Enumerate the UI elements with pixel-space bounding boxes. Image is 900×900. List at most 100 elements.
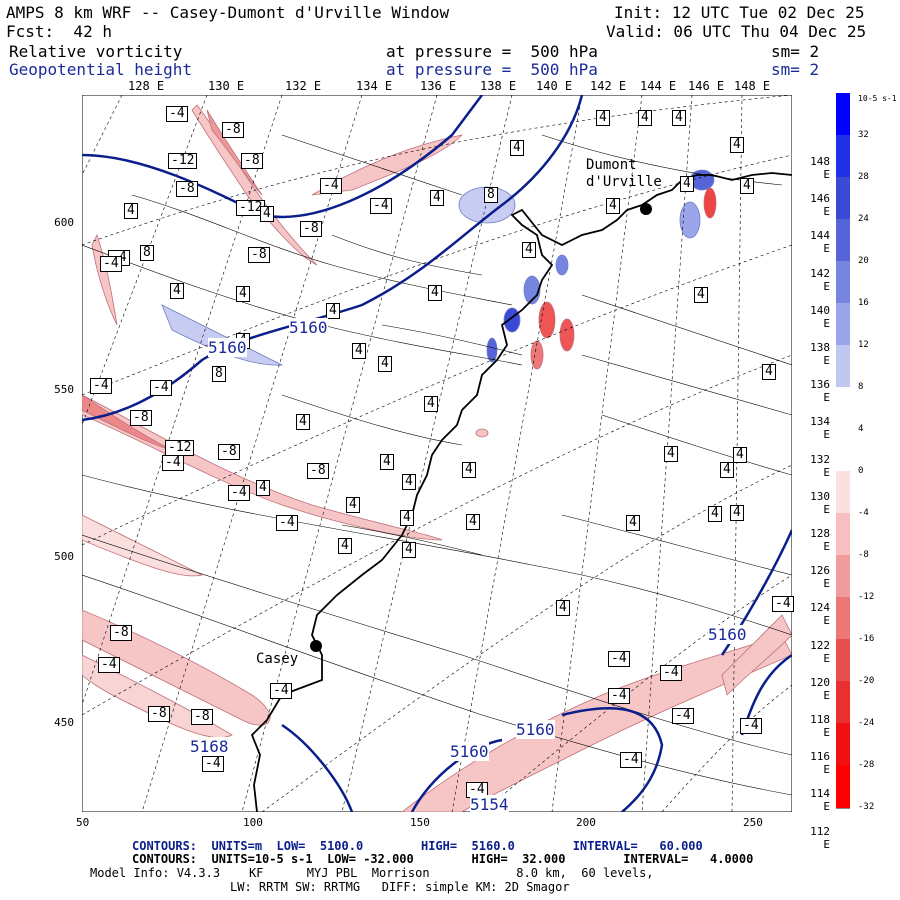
right-longitude-label: 122 E <box>810 638 830 665</box>
x-tick-label: 250 <box>743 816 763 829</box>
colorbar-cell <box>836 345 850 389</box>
contour-value-label: 4 <box>124 203 138 219</box>
contour-value-label: -8 <box>222 122 244 138</box>
height-contour-label: 5154 <box>470 795 509 814</box>
colorbar-cell <box>836 93 850 137</box>
colorbar-cell <box>836 387 850 431</box>
field1-smoothing: sm= 2 <box>771 42 820 61</box>
contour-value-label: 4 <box>556 600 570 616</box>
y-tick-label: 600 <box>54 216 74 229</box>
x-tick-label: 200 <box>576 816 596 829</box>
colorbar-label: -8 <box>858 550 869 560</box>
colorbar-label: -4 <box>858 508 869 518</box>
colorbar-cell <box>836 219 850 263</box>
colorbar-label: 20 <box>858 256 869 266</box>
colorbar-cell <box>836 513 850 557</box>
contour-value-label: 4 <box>694 287 708 303</box>
contour-value-label: 4 <box>730 505 744 521</box>
contour-value-label: 8 <box>484 187 498 203</box>
top-longitude-label: 130 E <box>208 79 245 93</box>
right-longitude-label: 138 E <box>810 341 830 367</box>
colorbar-cell <box>836 765 850 809</box>
contour-value-label: 4 <box>260 206 274 222</box>
contour-value-label: 8 <box>140 245 154 261</box>
contour-value-label: -4 <box>162 455 184 471</box>
contour-value-label: 8 <box>212 366 226 382</box>
contour-value-label: -8 <box>130 410 152 426</box>
contour-value-label: -4 <box>276 515 298 531</box>
contour-value-label: -4 <box>660 665 682 681</box>
valid-time: Valid: 06 UTC Thu 04 Dec 25 <box>606 22 867 41</box>
colorbar-label: 0 <box>858 466 864 476</box>
footer-height-contours: CONTOURS: UNITS=m LOW= 5100.0 HIGH= 5160… <box>132 839 703 853</box>
top-longitude-label: 142 E <box>590 79 627 93</box>
contour-value-label: 4 <box>708 506 722 522</box>
top-longitude-label: 138 E <box>480 79 517 93</box>
contour-value-label: -12 <box>236 200 266 216</box>
footer-physics: LW: RRTM SW: RRTMG DIFF: simple KM: 2D S… <box>230 880 570 894</box>
colorbar-cell <box>836 261 850 305</box>
footer-model-info: Model Info: V4.3.3 KF MYJ PBL Morrison 8… <box>90 866 654 880</box>
contour-value-label: -4 <box>608 688 630 704</box>
contour-value-label: 4 <box>170 283 184 299</box>
contour-value-label: 4 <box>338 538 352 554</box>
right-longitude-label: 140 E <box>810 303 830 330</box>
colorbar-label: -12 <box>858 592 875 602</box>
contour-value-label: 4 <box>730 137 744 153</box>
contour-value-label: -8 <box>191 709 213 725</box>
contour-value-label: 4 <box>720 462 734 478</box>
figure-title: AMPS 8 km WRF -- Casey-Dumont d'Urville … <box>6 3 450 22</box>
contour-value-label: 4 <box>236 286 250 302</box>
contour-value-label: -4 <box>608 651 630 667</box>
contour-value-label: -4 <box>166 106 188 122</box>
top-longitude-label: 136 E <box>420 79 457 93</box>
right-longitude-label: 148 E <box>810 155 830 181</box>
contour-value-label: -4 <box>228 485 250 501</box>
contour-value-label: -8 <box>176 181 198 197</box>
right-longitude-label: 142 E <box>810 266 830 293</box>
x-tick-label: 150 <box>410 816 430 829</box>
y-tick-label: 450 <box>54 716 74 729</box>
contour-value-label: -8 <box>241 153 263 169</box>
contour-value-label: 4 <box>462 462 476 478</box>
contour-value-label: 4 <box>522 242 536 258</box>
contour-value-label: 4 <box>596 110 610 126</box>
right-longitude-label: 136 E <box>810 378 830 405</box>
colorbar-cell <box>836 303 850 347</box>
right-longitude-label: 134 E <box>810 415 830 442</box>
top-longitude-label: 132 E <box>285 79 322 93</box>
right-longitude-label: 120 E <box>810 675 830 702</box>
contour-value-label: 4 <box>466 514 480 530</box>
y-tick-label: 550 <box>54 383 74 396</box>
contour-value-label: 4 <box>680 176 694 192</box>
contour-value-label: 4 <box>638 110 652 126</box>
contour-value-label: 4 <box>424 396 438 412</box>
contour-value-label: 4 <box>380 454 394 470</box>
contour-value-label: 4 <box>352 343 366 359</box>
height-contour-label: 5160 <box>516 720 555 739</box>
colorbar-cell <box>836 555 850 599</box>
right-longitude-label: 146 E <box>810 192 830 219</box>
contour-value-label: 4 <box>428 285 442 301</box>
contour-value-label: -4 <box>620 752 642 768</box>
contour-value-label: 4 <box>402 474 416 490</box>
casey-label: Casey <box>256 651 299 667</box>
right-longitude-label: 126 E <box>810 564 830 591</box>
colorbar-label: -32 <box>858 802 875 812</box>
footer-vorticity-contours: CONTOURS: UNITS=10-5 s-1 LOW= -32.000 HI… <box>132 852 754 866</box>
contour-value-label: -4 <box>202 756 224 772</box>
height-contour-label: 5160 <box>450 742 489 761</box>
contour-value-label: 4 <box>402 542 416 558</box>
field1-name: Relative vorticity <box>9 42 183 61</box>
contour-value-label: 4 <box>296 414 310 430</box>
forecast-hour: Fcst: 42 h <box>6 22 112 41</box>
colorbar-cell <box>836 597 850 641</box>
colorbar-label: 8 <box>858 382 864 392</box>
contour-value-label: -4 <box>772 596 794 612</box>
height-contour-label: 5160 <box>708 625 747 644</box>
colorbar-cell <box>836 135 850 179</box>
contour-value-label: 4 <box>430 190 444 206</box>
init-time: Init: 12 UTC Tue 02 Dec 25 <box>614 3 865 22</box>
field2-smoothing: sm= 2 <box>771 60 820 79</box>
